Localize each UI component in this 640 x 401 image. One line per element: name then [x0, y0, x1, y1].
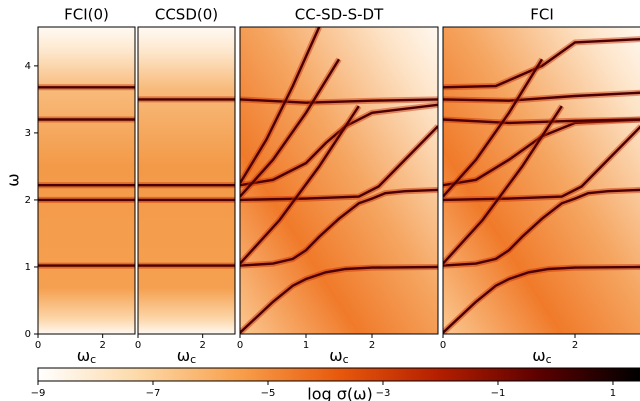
- y-tick-label: 2: [25, 195, 31, 206]
- x-axis-label-sub: c: [546, 353, 552, 366]
- x-tick-label: 0: [135, 340, 141, 351]
- spectral-line: [240, 105, 360, 265]
- spectral-line: [240, 125, 438, 202]
- panel-frame: [137, 26, 236, 335]
- x-tick-label: 2: [99, 340, 105, 351]
- colorbar-tick-label: −1: [491, 388, 506, 399]
- colorbar-tick-label: −7: [146, 388, 161, 399]
- spectral-line: [240, 98, 438, 104]
- panel: [38, 27, 135, 334]
- spectral-line: [443, 118, 640, 187]
- spectral-line: [443, 105, 563, 265]
- colorbar: [37, 367, 640, 382]
- x-tick-label: 0: [440, 340, 446, 351]
- panel: [138, 27, 235, 334]
- x-axis-label: ωc: [532, 346, 551, 367]
- spectral-line: [443, 188, 640, 267]
- x-axis-label-sub: c: [90, 353, 96, 366]
- panel-title: FCI: [530, 6, 554, 24]
- panel-title: FCI(0): [64, 6, 109, 24]
- colorbar-tick-label: −3: [376, 388, 391, 399]
- x-tick-label: 0: [237, 340, 243, 351]
- spectral-line: [443, 58, 544, 198]
- y-tick-label: 1: [25, 262, 31, 273]
- colorbar-label: log σ(ω): [307, 385, 373, 401]
- spectral-line: [443, 118, 640, 125]
- x-axis-label-sub: c: [190, 353, 196, 366]
- spectral-line: [240, 188, 438, 267]
- x-tick-label: 2: [369, 340, 375, 351]
- y-axis-label: ω: [4, 173, 23, 186]
- spectral-line: [240, 58, 341, 198]
- x-axis-label: ωc: [177, 346, 196, 367]
- panel-background: [38, 27, 135, 334]
- x-tick-label: 2: [199, 340, 205, 351]
- spectral-line: [240, 265, 438, 334]
- panel-title: CC-SD-S-DT: [295, 6, 384, 24]
- x-axis-label-base: ω: [532, 346, 545, 365]
- x-axis-label: ωc: [329, 346, 348, 367]
- panel: [443, 27, 640, 334]
- x-axis-label-base: ω: [329, 346, 342, 365]
- panel-frame: [239, 26, 439, 335]
- colorbar-tick-label: 1: [610, 388, 616, 399]
- spectral-line: [240, 103, 438, 187]
- spectral-line: [443, 125, 640, 202]
- x-tick-label: 2: [572, 340, 578, 351]
- panel: [240, 27, 438, 334]
- colorbar-tick-label: −5: [261, 388, 276, 399]
- x-tick-label: 1: [303, 340, 309, 351]
- x-axis-label: ωc: [77, 346, 96, 367]
- x-axis-label-base: ω: [177, 346, 190, 365]
- panel-title: CCSD(0): [155, 6, 218, 24]
- panel-frame: [442, 26, 640, 335]
- colorbar-tick-label: −9: [31, 388, 46, 399]
- y-tick-label: 4: [25, 61, 31, 72]
- x-axis-label-sub: c: [343, 353, 349, 366]
- spectral-line: [443, 91, 640, 102]
- x-tick-label: 0: [35, 340, 41, 351]
- spectral-line: [443, 37, 640, 89]
- panel-background: [138, 27, 235, 334]
- spectral-line: [443, 265, 640, 334]
- spectral-line: [240, 27, 321, 184]
- panel-frame: [37, 26, 136, 335]
- y-tick-label: 0: [25, 329, 31, 340]
- y-tick-label: 3: [25, 128, 31, 139]
- x-axis-label-base: ω: [77, 346, 90, 365]
